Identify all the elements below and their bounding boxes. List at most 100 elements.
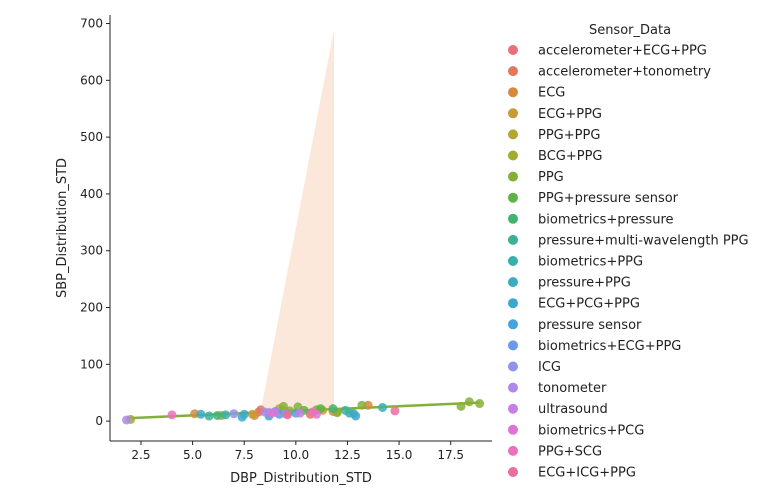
legend-item: PPG+PPG	[508, 128, 600, 143]
data-point	[167, 410, 177, 420]
x-tick-label: 12.5	[334, 448, 361, 462]
legend-label: ECG+PCG+PPG	[538, 297, 640, 312]
legend-marker	[508, 150, 518, 161]
legend-item: biometrics+PPG	[508, 255, 643, 270]
confidence-band-layer	[260, 29, 335, 411]
legend-marker	[508, 382, 518, 393]
legend-label: PPG+pressure sensor	[538, 191, 679, 206]
legend-item: BCG+PPG	[508, 149, 603, 164]
legend-label: pressure sensor	[538, 318, 642, 333]
data-point	[464, 397, 474, 407]
legend-item: ICG	[508, 360, 561, 375]
legend-item: pressure+PPG	[508, 276, 631, 291]
data-point	[363, 400, 373, 410]
legend-item: pressure sensor	[508, 318, 642, 333]
legend-marker	[508, 171, 518, 182]
y-tick-label: 100	[80, 357, 103, 371]
y-tick-label: 700	[80, 17, 103, 31]
data-point	[475, 399, 485, 409]
legend-item: PPG+SCG	[508, 444, 602, 459]
legend-label: ECG	[538, 86, 565, 101]
legend-label: PPG	[538, 170, 564, 185]
legend-marker	[508, 340, 518, 351]
data-point	[357, 400, 367, 410]
legend-item: PPG	[508, 170, 564, 185]
legend-item: tonometer	[508, 381, 607, 396]
data-point	[283, 410, 293, 420]
legend-label: pressure+PPG	[538, 276, 631, 291]
legend-label: ICG	[538, 360, 561, 375]
legend-marker	[508, 45, 518, 55]
legend-label: accelerometer+ECG+PPG	[538, 44, 707, 59]
legend-marker	[508, 361, 518, 372]
legend-item: ECG	[508, 86, 565, 101]
legend-marker	[508, 298, 518, 309]
data-point	[328, 404, 338, 414]
x-tick-label: 5.0	[183, 448, 202, 462]
legend-label: pressure+multi-wavelength PPG	[538, 233, 749, 248]
legend-label: PPG+SCG	[538, 444, 602, 459]
y-tick-label: 500	[80, 130, 103, 144]
x-tick-label: 2.5	[131, 448, 150, 462]
x-tick-label: 10.0	[282, 448, 309, 462]
legend-label: accelerometer+tonometry	[538, 65, 711, 80]
legend-marker	[508, 424, 518, 435]
data-point	[378, 402, 388, 412]
legend-items: accelerometer+ECG+PPG accelerometer+tonom…	[508, 44, 749, 481]
legend-label: ECG+PPG	[538, 107, 602, 122]
data-point	[229, 409, 239, 419]
y-axis-label: SBP_Distribution_STD	[55, 158, 70, 298]
legend-label: BCG+PPG	[538, 149, 603, 164]
y-tick-label: 0	[95, 414, 103, 428]
legend-marker	[508, 467, 518, 477]
legend-item: biometrics+ECG+PPG	[508, 339, 681, 354]
data-point	[122, 415, 132, 425]
legend-item: accelerometer+ECG+PPG	[508, 44, 707, 59]
legend-label: biometrics+pressure	[538, 212, 674, 227]
legend-marker	[508, 403, 518, 414]
legend-item: pressure+multi-wavelength PPG	[508, 233, 749, 248]
data-point	[351, 411, 361, 421]
y-tick-label: 400	[80, 187, 103, 201]
legend-marker	[508, 319, 518, 330]
legend-label: PPG+PPG	[538, 128, 600, 143]
legend-marker	[508, 234, 518, 245]
y-tick-label: 600	[80, 73, 103, 87]
legend-marker	[508, 87, 518, 98]
x-axis-label: DBP_Distribution_STD	[230, 471, 372, 486]
data-point	[196, 409, 206, 419]
data-point	[204, 411, 214, 421]
legend: Sensor_Data accelerometer+ECG+PPGacceler…	[508, 23, 749, 481]
legend-marker	[508, 108, 518, 119]
data-point	[278, 401, 288, 411]
y-tick-label: 200	[80, 301, 103, 315]
scatter-points-layer	[122, 397, 485, 425]
confidence-band	[260, 29, 335, 411]
legend-marker	[508, 445, 518, 456]
legend-title: Sensor_Data	[589, 23, 671, 38]
legend-marker	[508, 256, 518, 266]
legend-item: biometrics+pressure	[508, 212, 674, 227]
legend-label: biometrics+PCG	[538, 423, 644, 438]
legend-item: ECG+PPG	[508, 107, 602, 122]
data-point	[295, 408, 305, 418]
data-point	[212, 410, 222, 420]
legend-marker	[508, 66, 518, 77]
legend-marker	[508, 213, 518, 224]
x-tick-label: 7.5	[235, 448, 254, 462]
legend-item: accelerometer+tonometry	[508, 65, 711, 80]
legend-label: ultrasound	[538, 402, 608, 417]
legend-label: biometrics+PPG	[538, 255, 643, 270]
legend-label: ECG+ICG+PPG	[538, 466, 636, 481]
legend-label: tonometer	[538, 381, 607, 396]
data-point	[266, 408, 276, 418]
data-point	[456, 401, 466, 411]
legend-marker	[508, 192, 518, 203]
y-tick-label: 300	[80, 244, 103, 258]
data-point	[247, 409, 257, 419]
data-point	[390, 406, 400, 416]
legend-item: ECG+ICG+PPG	[508, 466, 636, 481]
legend-item: biometrics+PCG	[508, 423, 644, 438]
x-axis-ticks: 2.5 5.0 7.5 10.0 12.5 15.0 17.5	[131, 441, 464, 462]
